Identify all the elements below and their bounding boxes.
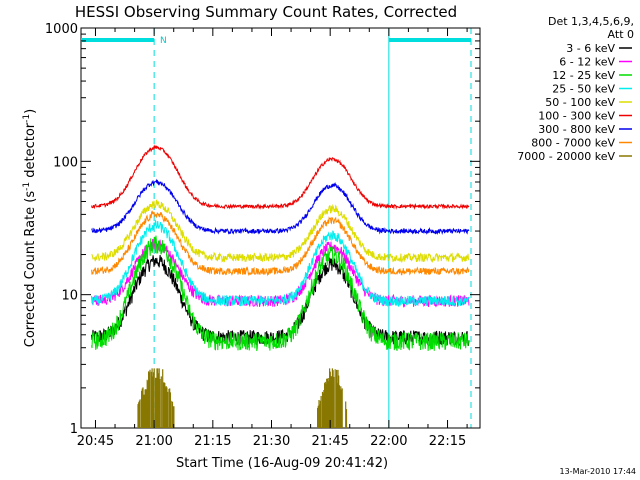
x-tick-label: 22:00	[370, 434, 407, 449]
legend-label-4: 50 - 100 keV	[545, 96, 615, 109]
y-axis-label-mid: detector	[23, 122, 38, 182]
series-line-8	[137, 368, 348, 428]
footer-date: 13-Mar-2010 17:44	[560, 467, 637, 476]
legend-label-3: 25 - 50 keV	[552, 83, 615, 96]
legend-label-8: 7000 - 20000 keV	[517, 150, 615, 163]
legend-header-1: Det 1,3,4,5,6,9,	[548, 15, 634, 28]
legend-label-1: 6 - 12 keV	[559, 56, 615, 69]
x-tick-label: 21:30	[253, 434, 290, 449]
legend-label-5: 100 - 300 keV	[538, 110, 615, 123]
legend-label-0: 3 - 6 keV	[566, 42, 615, 55]
night-indicators	[81, 28, 472, 428]
y-tick-label: 10	[61, 289, 78, 304]
y-tick-label: 1000	[45, 22, 78, 37]
night-flag-label: N	[160, 36, 167, 46]
y-tick-label: 100	[53, 155, 78, 170]
legend-label-2: 12 - 25 keV	[552, 69, 615, 82]
series-line-3	[91, 219, 470, 308]
legend-header-2: Att 0	[608, 28, 634, 41]
y-axis: 1 10 100 1000	[45, 22, 480, 437]
x-tick-label: 21:15	[194, 434, 231, 449]
y-axis-label: Corrected Count Rate (s-1 detector-1)	[22, 109, 38, 347]
y-axis-label-end: )	[23, 109, 38, 114]
series-group	[91, 144, 470, 428]
y-tick-label: 1	[70, 422, 78, 437]
x-tick-label: 22:15	[429, 434, 466, 449]
x-axis-label: Start Time (16-Aug-09 20:41:42)	[176, 456, 388, 471]
series-line-6	[91, 178, 470, 236]
legend-label-6: 300 - 800 keV	[538, 123, 615, 136]
legend-label-7: 800 - 7000 keV	[531, 137, 615, 150]
series-line-4	[91, 199, 470, 264]
y-axis-label-main: Corrected Count Rate (s	[23, 191, 38, 348]
x-tick-label: 21:00	[135, 434, 172, 449]
x-axis: 20:45 21:00 21:15 21:30 21:45 22:00 22:15	[77, 28, 468, 449]
plot-frame	[80, 27, 481, 429]
series-line-2	[91, 235, 470, 352]
x-tick-label: 21:45	[311, 434, 348, 449]
series-line-5	[91, 144, 470, 210]
y-axis-label-sup1: -1	[22, 182, 32, 191]
x-tick-label: 20:45	[77, 434, 114, 449]
y-axis-label-sup2: -1	[22, 114, 32, 123]
series-line-7	[91, 210, 470, 277]
chart-title: HESSI Observing Summary Count Rates, Cor…	[75, 3, 457, 21]
